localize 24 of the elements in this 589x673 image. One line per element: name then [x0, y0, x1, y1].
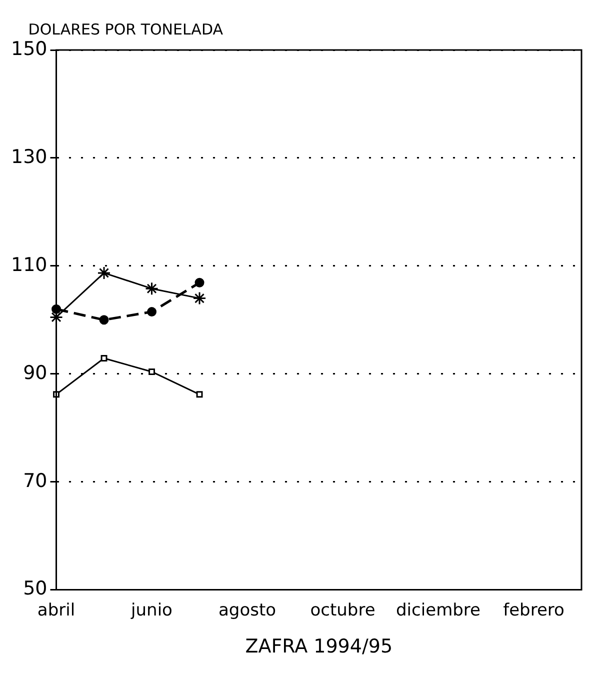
point: [50, 310, 64, 324]
point: [100, 355, 108, 362]
x-tick-label: junio: [130, 600, 172, 620]
point: [148, 368, 155, 375]
point: [192, 292, 206, 306]
x-tick-label: octubre: [310, 600, 376, 620]
point: [99, 315, 109, 325]
x-tick-label: abril: [37, 600, 76, 620]
y-tick-label: 90: [23, 362, 48, 384]
y-tick-label: 150: [11, 38, 48, 60]
point: [145, 282, 159, 296]
x-tick-label: agosto: [218, 600, 276, 620]
y-tick-label: 70: [23, 470, 48, 492]
point: [196, 391, 203, 398]
point: [147, 307, 157, 317]
point: [194, 278, 204, 288]
y-axis-title: DOLARES POR TONELADA: [28, 20, 224, 38]
x-tick-label: febrero: [503, 600, 564, 620]
x-tick-label: diciembre: [396, 600, 480, 620]
y-tick-label: 50: [23, 578, 48, 600]
y-tick-label: 110: [11, 254, 48, 276]
x-axis-title: ZAFRA 1994/95: [245, 636, 393, 658]
y-tick-label: 130: [11, 146, 48, 168]
point: [97, 266, 111, 280]
